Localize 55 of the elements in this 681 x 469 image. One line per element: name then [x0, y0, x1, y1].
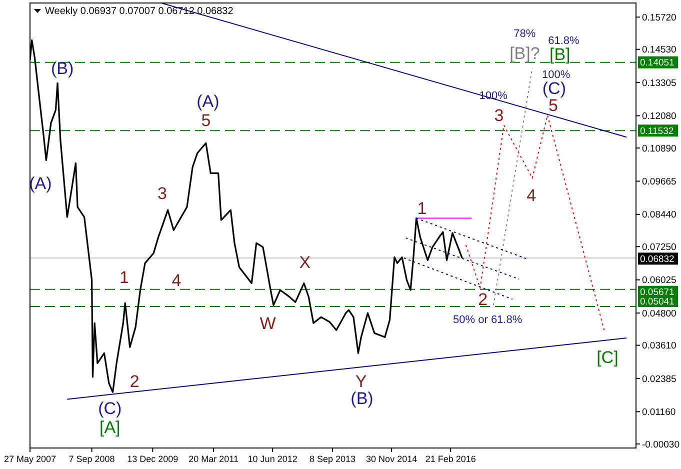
ref-line-label: 0.05671	[640, 287, 674, 298]
y-tick-label: 0.10890	[642, 143, 676, 154]
ref-line-label: 0.14051	[640, 58, 674, 69]
y-tick-label: 0.09665	[642, 176, 676, 188]
ref-line-label: 0.11532	[640, 126, 674, 137]
x-tick-label: 27 May 2007	[4, 454, 56, 464]
annotation: X	[299, 252, 311, 272]
y-tick-label: 0.08440	[642, 210, 676, 221]
annotation: [B]	[549, 44, 570, 64]
y-tick-label: 0.15720	[642, 12, 676, 24]
annotation: 5	[548, 96, 558, 115]
x-tick-label: 30 Nov 2014	[366, 454, 418, 464]
annotation: (B)	[350, 388, 374, 408]
y-tick-label: 0.14530	[642, 44, 676, 56]
y-tick-label: 0.04800	[642, 308, 676, 320]
annotation: 50% or 61.8%	[453, 314, 522, 326]
y-tick-label: 0.06025	[642, 275, 676, 286]
chart-title: Weekly 0.06937 0.07007 0.06712 0.06832	[45, 6, 234, 17]
annotation: 78%	[514, 28, 536, 40]
annotation: [C]	[596, 348, 618, 367]
ref-line-label: 0.05041	[640, 296, 674, 308]
y-tick-label: 0.13305	[642, 78, 676, 89]
annotation: (A)	[196, 92, 220, 111]
annotation: W	[260, 314, 276, 333]
annotation: 100%	[542, 68, 570, 81]
annotation: [B]?	[510, 44, 540, 63]
ref-line-label: 0.06832	[640, 254, 674, 265]
x-tick-label: 21 Feb 2016	[425, 454, 476, 464]
annotation: 4	[526, 186, 536, 205]
annotation: (C)	[542, 78, 566, 98]
y-tick-label: 0.03610	[642, 340, 676, 352]
annotation: (B)	[51, 58, 74, 78]
annotation: 2	[478, 290, 488, 309]
y-tick-label: 0.12080	[642, 111, 676, 122]
y-tick-label: -0.00030	[642, 439, 680, 450]
annotation: 100%	[479, 90, 508, 102]
annotation: 1	[119, 268, 129, 287]
annotation: [A]	[100, 418, 120, 437]
x-tick-label: 20 Mar 2011	[188, 454, 238, 464]
x-tick-label: 13 Dec 2009	[127, 454, 178, 464]
y-tick-label: 0.07250	[642, 242, 676, 253]
annotation: 3	[158, 184, 167, 203]
annotation: 61.8%	[548, 34, 580, 47]
x-tick-label: 8 Sep 2013	[310, 454, 356, 464]
annotation: 4	[172, 270, 182, 290]
annotation: (C)	[98, 398, 122, 418]
annotation: 5	[201, 110, 211, 130]
annotation: Y	[355, 372, 367, 391]
annotation: 3	[494, 106, 504, 125]
y-tick-label: 0.02385	[642, 374, 676, 385]
annotation: 1	[417, 198, 427, 218]
x-tick-label: 7 Sep 2008	[68, 454, 115, 464]
annotation: 2	[130, 372, 140, 391]
x-tick-label: 10 Jun 2012	[248, 454, 298, 464]
y-tick-label: 0.01160	[642, 407, 676, 418]
